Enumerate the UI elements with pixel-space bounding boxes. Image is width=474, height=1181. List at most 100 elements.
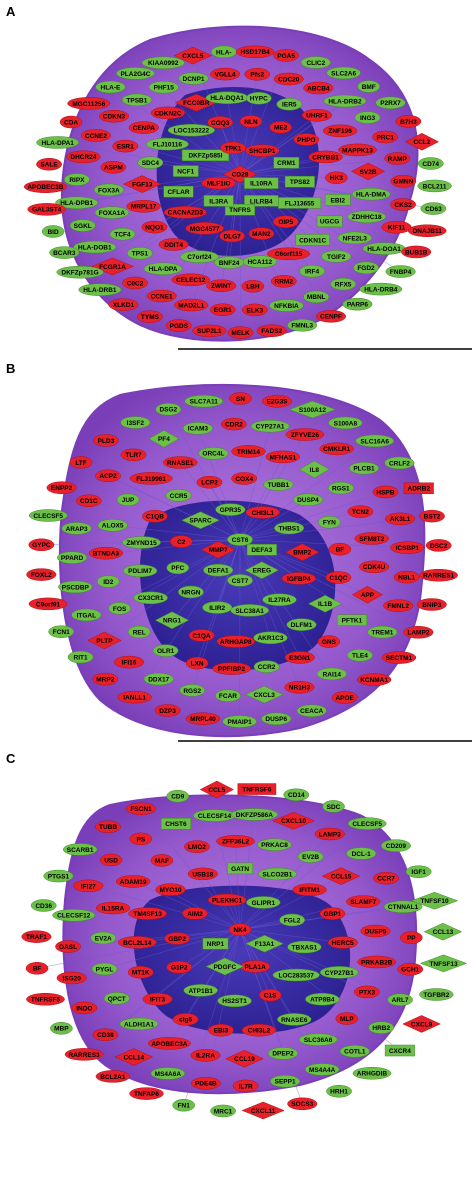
gene-label: USB18 — [192, 871, 213, 878]
gene-node-shape — [321, 250, 352, 263]
gene-node-shape — [115, 875, 151, 888]
gene-node: E3GN1 — [284, 651, 315, 664]
gene-label: SGKL — [74, 223, 92, 230]
gene-node: ALDH1A1 — [119, 1017, 159, 1031]
gene-node-shape — [403, 626, 434, 639]
gene-label: DKFZp585I — [188, 153, 222, 160]
gene-label: DSC2 — [430, 543, 448, 550]
gene-label: FNBP4 — [390, 269, 412, 276]
gene-node-shape — [400, 931, 423, 944]
gene-node-shape — [419, 954, 468, 973]
gene-label: MRP2 — [96, 677, 114, 684]
gene-label: MBP — [54, 1026, 69, 1033]
gene-label: HRH1 — [330, 1089, 348, 1096]
gene-node-shape — [172, 1013, 199, 1026]
gene-node-shape — [133, 591, 168, 605]
gene-node: TNFRSF6 — [237, 783, 277, 795]
interaction-edge — [112, 525, 241, 540]
gene-node: CXCL3 — [244, 685, 284, 704]
gene-label: FOX3A — [98, 187, 120, 194]
gene-label: DDIT4 — [164, 242, 183, 249]
gene-label: SLC38A1 — [235, 608, 264, 615]
gene-label: HLA-DMA — [356, 192, 387, 199]
gene-label: GATN — [231, 866, 249, 873]
gene-node: IL3RA — [203, 195, 234, 207]
gene-node: SLAMF7 — [346, 895, 381, 908]
gene-label: FMNL3 — [291, 323, 313, 330]
gene-label: UGCG — [320, 219, 340, 226]
gene-node: ATP8B4 — [305, 992, 340, 1006]
gene-node: AK3L1 — [385, 512, 416, 526]
gene-node: DNAJB11 — [407, 224, 447, 237]
gene-node: S100A8 — [328, 416, 363, 430]
gene-node: CENPF — [315, 310, 346, 323]
gene-node: HLA-DOB1 — [73, 240, 117, 254]
gene-node-shape — [339, 1045, 370, 1058]
gene-node: SLC38A1 — [230, 604, 269, 617]
gene-label: PGDS — [170, 323, 189, 330]
gene-node-shape — [246, 544, 277, 556]
gene-label: PHPO — [297, 137, 315, 144]
gene-node: DKFZP586A — [230, 808, 278, 821]
interaction-edge — [183, 929, 241, 1106]
gene-label: KIF11 — [388, 225, 406, 232]
gene-node-shape — [375, 96, 406, 110]
gene-node: AKR1C3 — [253, 631, 288, 645]
gene-label: TNFRSF6 — [242, 786, 272, 793]
gene-node-shape — [297, 850, 324, 863]
gene-node-shape — [385, 265, 416, 278]
gene-label: SOCS3 — [291, 1101, 313, 1108]
gene-label: FSCN1 — [130, 806, 152, 813]
gene-label: COTL1 — [344, 1049, 366, 1056]
gene-node-shape — [327, 936, 358, 949]
gene-node-shape — [52, 909, 96, 922]
gene-node-shape — [172, 165, 199, 177]
gene-node: I3SF2 — [120, 416, 151, 429]
gene-label: ORC4L — [202, 451, 224, 458]
interaction-edge — [239, 499, 309, 540]
gene-node: FADS2 — [256, 324, 287, 337]
gene-node-shape — [128, 907, 167, 920]
gene-node: CCR5 — [165, 489, 192, 502]
gene-label: RARRES3 — [69, 1052, 100, 1059]
gene-node-shape — [184, 840, 210, 853]
gene-node-shape — [354, 532, 389, 545]
gene-label: UHRF1 — [306, 113, 328, 120]
gene-label: CTNNAL1 — [388, 904, 419, 911]
gene-label: MFHAS1 — [269, 454, 296, 461]
gene-label: HLA-DOB1 — [78, 244, 112, 251]
gene-node-shape — [95, 901, 131, 915]
gene-node-shape — [95, 1070, 131, 1083]
gene-label: IFI16 — [122, 659, 137, 666]
gene-node: PP — [400, 931, 423, 944]
gene-node: MMP7 — [201, 541, 236, 559]
gene-node: HERC5 — [327, 936, 358, 949]
interaction-edge — [239, 115, 318, 175]
gene-node: HSPB — [372, 485, 399, 499]
gene-node-shape — [269, 121, 292, 134]
gene-node: KCNMA1 — [356, 673, 392, 686]
gene-node-shape — [241, 280, 265, 293]
gene-node: FMNL3 — [287, 318, 318, 332]
gene-node: PMAIP1 — [222, 715, 257, 728]
gene-label: PLCB1 — [353, 466, 375, 473]
gene-label: SALE — [40, 162, 58, 169]
gene-node-shape — [245, 934, 284, 953]
gene-node: UHRF1 — [301, 109, 332, 122]
gene-node-shape — [425, 539, 452, 552]
gene-label: IFI27 — [81, 883, 96, 890]
gene-node: CCR7 — [373, 871, 399, 885]
gene-node-shape — [201, 541, 236, 559]
gene-label: PDLIM7 — [128, 568, 152, 575]
gene-node-shape — [188, 629, 215, 642]
gene-label: I3SF2 — [127, 420, 145, 427]
gene-node-shape — [351, 585, 383, 604]
gene-label: F13A1 — [255, 941, 275, 948]
gene-node: CELEC12 — [171, 273, 211, 287]
gene-node: LOC283537 — [272, 968, 320, 982]
gene-label: PGA5 — [277, 53, 295, 60]
gene-label: RAMP — [388, 156, 408, 163]
gene-label: IGF1 — [411, 869, 426, 876]
gene-node: SLCO2B1 — [258, 867, 297, 881]
interaction-edge — [239, 901, 364, 930]
